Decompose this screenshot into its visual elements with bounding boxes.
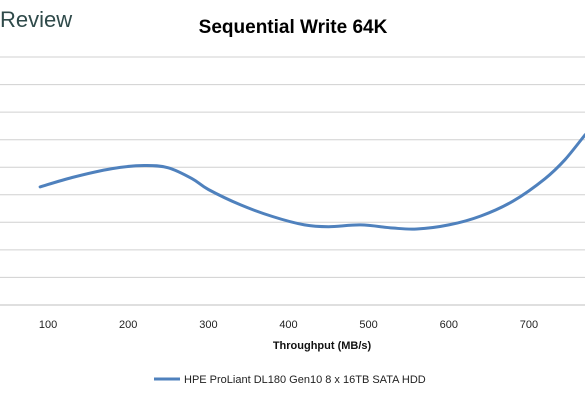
x-tick-label: 300 xyxy=(199,319,217,331)
x-tick-label: 500 xyxy=(359,319,377,331)
chart-title: Sequential Write 64K xyxy=(199,17,388,38)
legend-label: HPE ProLiant DL180 Gen10 8 x 16TB SATA H… xyxy=(184,374,426,386)
legend: HPE ProLiant DL180 Gen10 8 x 16TB SATA H… xyxy=(154,374,426,386)
x-tick-label: 100 xyxy=(39,319,57,331)
x-tick-label: 400 xyxy=(279,319,297,331)
x-tick-labels: 100 200 300 400 500 600 700 xyxy=(39,319,538,331)
x-tick-label: 700 xyxy=(520,319,538,331)
x-tick-label: 200 xyxy=(119,319,137,331)
grid xyxy=(0,56,585,278)
x-axis-title: Throughput (MB/s) xyxy=(273,340,372,352)
watermark-logo: Review xyxy=(0,7,72,32)
series-line xyxy=(38,133,585,231)
series-group xyxy=(38,133,585,231)
x-tick-label: 600 xyxy=(440,319,458,331)
